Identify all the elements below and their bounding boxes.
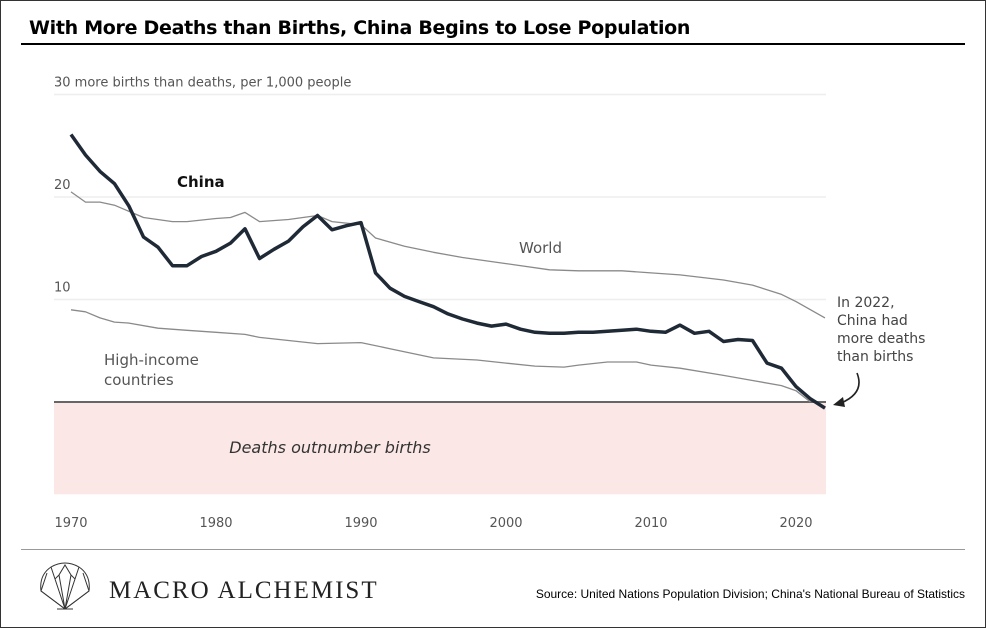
x-tick-label: 1970 [54, 516, 87, 531]
annotation-2022-line: In 2022, [837, 295, 895, 311]
title-divider [21, 43, 965, 45]
chart-title: With More Deaths than Births, China Begi… [29, 17, 691, 39]
shell-logo-icon [40, 562, 90, 610]
series-label-high-income: High-income countries [104, 351, 199, 389]
y-tick-label: 30 more births than deaths, per 1,000 pe… [54, 76, 351, 91]
x-tick-label: 2020 [779, 516, 812, 531]
annotation-2022-line: China had [837, 313, 908, 329]
footer-divider [21, 549, 965, 550]
annotation-2022-line: than births [837, 349, 913, 365]
annotation-2022-line: more deaths [837, 331, 925, 347]
source-note: Source: United Nations Population Divisi… [535, 587, 965, 601]
x-tick-label: 1990 [344, 516, 377, 531]
line-chart: 30 more births than deaths, per 1,000 pe… [54, 76, 925, 531]
series-line-world [70, 191, 826, 319]
negative-region [54, 402, 826, 495]
x-tick-label: 2000 [489, 516, 522, 531]
series-label-china: China [177, 173, 225, 191]
negative-region-label: Deaths outnumber births [229, 438, 430, 457]
arrowhead-icon [833, 397, 845, 407]
brand-name: MACRO ALCHEMIST [109, 577, 379, 604]
x-tick-label: 1980 [199, 516, 232, 531]
series-line-high-income-countries [70, 309, 811, 403]
series-label-world: World [519, 239, 562, 257]
x-tick-label: 2010 [634, 516, 667, 531]
y-tick-label: 10 [54, 281, 71, 296]
y-tick-label: 20 [54, 178, 71, 193]
annotation-arrow [840, 372, 860, 404]
